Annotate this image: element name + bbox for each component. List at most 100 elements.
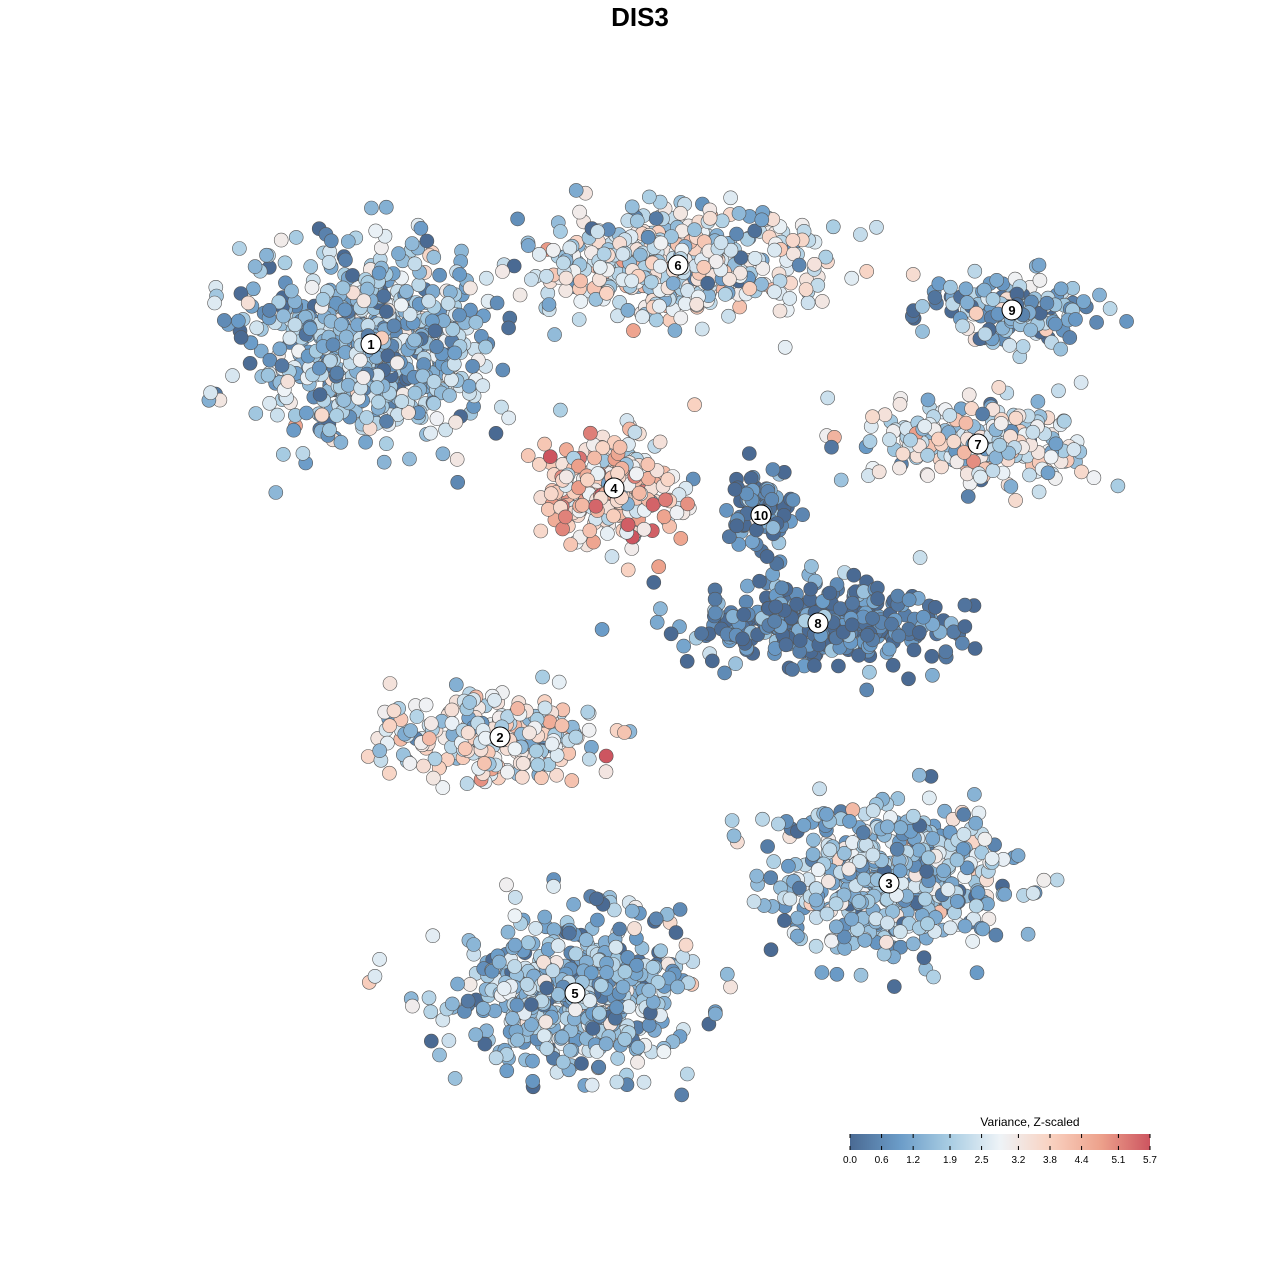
legend-tick-label: 2.5 [975,1155,989,1166]
data-point [985,292,1001,307]
data-point [262,352,278,368]
data-point [624,903,640,919]
data-point [707,591,723,607]
data-point [726,828,742,844]
data-point [643,274,659,290]
data-point [426,249,442,265]
data-point [598,1036,614,1052]
data-point [991,380,1007,395]
data-point [920,392,936,408]
data-point [247,259,263,274]
data-point [1066,442,1082,457]
data-point [920,447,935,463]
data-point [1119,314,1134,329]
data-point [889,841,905,857]
data-point [352,352,368,368]
data-point [423,1004,439,1020]
data-point [599,285,614,301]
data-point [217,313,232,328]
data-point [312,387,328,402]
data-point [968,815,984,831]
data-point [620,517,636,533]
data-point [936,863,951,879]
data-point [778,637,794,653]
data-point [674,1087,690,1103]
data-point [540,502,556,517]
cluster-label-text: 5 [571,986,578,1001]
data-point [356,370,371,385]
data-point [447,1071,463,1086]
data-point [287,317,303,333]
data-point [724,813,740,828]
data-point [668,925,684,940]
data-point [844,911,860,927]
data-point [917,419,933,434]
data-point [860,627,875,643]
data-point [970,885,986,901]
cluster-label-badge [360,333,382,355]
data-point [500,764,515,780]
data-point [651,559,667,575]
data-point [785,492,801,508]
data-point [442,388,457,403]
data-point [755,811,770,827]
data-point [393,297,409,313]
data-point [916,950,932,966]
data-point [273,232,289,248]
data-point [931,431,946,447]
data-point [805,846,821,862]
data-point [421,990,437,1006]
data-point [841,861,857,877]
data-point [814,294,830,309]
cluster-label-badge [667,254,689,276]
data-point [595,440,611,456]
data-point [572,204,587,220]
data-point [967,787,982,802]
cluster-label-7: 7 [967,433,989,455]
data-point [749,868,765,884]
data-point [742,281,758,296]
data-point [822,585,838,601]
data-point [478,339,493,355]
cluster-label-text: 7 [974,437,981,452]
data-point [491,954,507,970]
data-point [321,254,337,270]
data-point [719,966,735,982]
data-point [333,317,349,332]
data-point [369,380,385,395]
data-point [612,439,628,455]
cluster-label-4: 4 [603,477,625,499]
data-point [828,896,844,912]
data-point [1048,316,1063,332]
data-point [465,358,480,374]
data-point [571,458,586,474]
data-point [402,756,418,771]
data-point [920,468,936,483]
data-point [419,233,435,249]
data-point [260,367,276,383]
data-point [652,434,668,450]
data-point [1074,464,1089,480]
data-point [965,934,981,949]
data-point [427,751,443,767]
data-point [824,933,839,949]
data-point [593,978,609,993]
data-point [376,288,392,304]
data-point [869,220,884,235]
data-point [335,280,351,296]
data-point [732,265,748,281]
data-point [541,297,557,312]
data-point [821,874,836,889]
data-point [800,295,816,311]
data-point [302,321,318,336]
data-point [1089,315,1104,330]
cluster-label-text: 4 [610,481,618,496]
data-point [831,658,846,674]
data-point [784,662,800,677]
data-point [489,295,505,311]
data-point [650,974,666,990]
data-point [531,247,547,262]
data-point [345,268,360,283]
legend-tick-label: 5.7 [1143,1155,1157,1166]
data-point [871,464,887,480]
